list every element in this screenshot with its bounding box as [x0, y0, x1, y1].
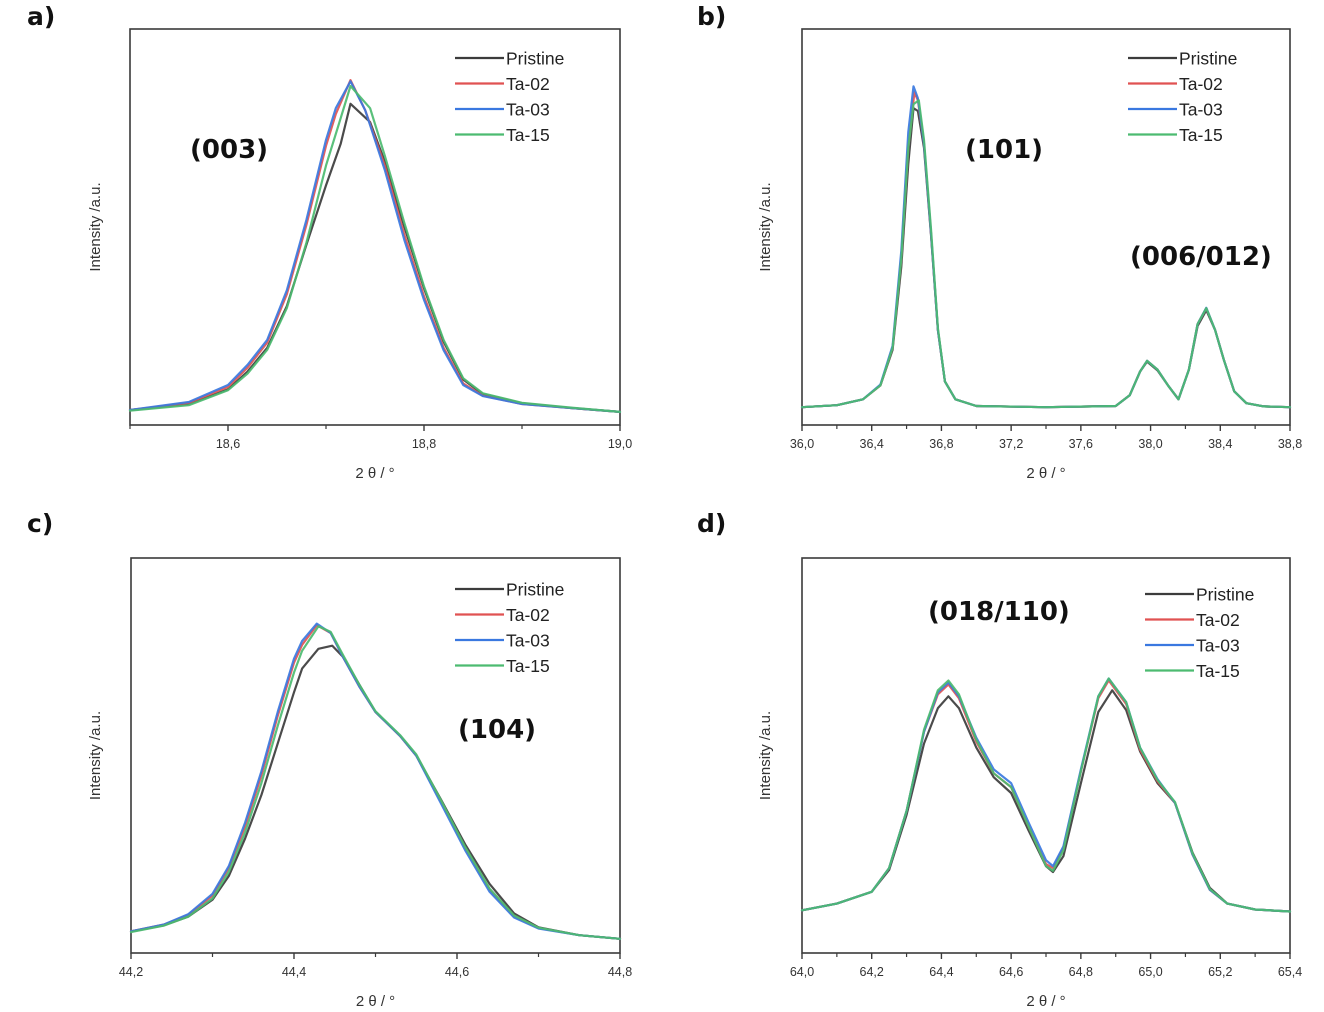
- x-tick-label: 64,8: [1069, 965, 1093, 979]
- legend-label: Ta-15: [506, 125, 550, 145]
- peak-annotation-003: (003): [190, 135, 268, 165]
- peak-annotation-018-110: (018/110): [928, 597, 1070, 627]
- series-line-ta-03: [800, 677, 1292, 913]
- chart-panel-d: 64,0 64,2 64,4 64,6 64,8 65,0 65,2 65,4 2 θ / °…: [757, 557, 1302, 1010]
- series-layer: [128, 78, 622, 413]
- legend: Pristine Ta-02 Ta-03 Ta-15: [455, 49, 564, 145]
- series-layer: [800, 85, 1292, 409]
- legend-label: Pristine: [1179, 49, 1237, 69]
- legend-label: Ta-03: [506, 631, 550, 651]
- legend-item-pristine: Pristine: [1128, 49, 1237, 69]
- legend-item-pristine: Pristine: [1145, 585, 1254, 605]
- legend-item-ta-03: Ta-03: [455, 100, 550, 120]
- x-tick-label: 37,2: [999, 437, 1023, 451]
- x-axis-title: 2 θ / °: [1026, 993, 1065, 1010]
- legend: Pristine Ta-02 Ta-03 Ta-15: [1145, 585, 1254, 681]
- series-line-ta-15: [129, 625, 622, 940]
- x-tick-label: 38,8: [1278, 437, 1302, 451]
- x-axis-ticks: 44,2 44,4 44,6 44,8: [119, 953, 632, 979]
- legend-item-ta-03: Ta-03: [455, 631, 550, 651]
- x-tick-label: 37,6: [1069, 437, 1093, 451]
- legend-label: Ta-15: [1196, 661, 1240, 681]
- series-line-pristine: [800, 689, 1292, 913]
- legend: Pristine Ta-02 Ta-03 Ta-15: [1128, 49, 1237, 145]
- legend-item-ta-02: Ta-02: [455, 74, 550, 94]
- legend-item-ta-02: Ta-02: [1145, 610, 1240, 630]
- peak-annotation-104: (104): [458, 715, 536, 745]
- y-axis-title: Intensity /a.u.: [757, 182, 774, 271]
- legend-label: Pristine: [506, 49, 564, 69]
- y-axis-title: Intensity /a.u.: [87, 182, 104, 271]
- x-axis-ticks: 36,0 36,4 36,8 37,2 37,6 38,0 38,4 38,8: [790, 425, 1302, 451]
- legend-item-ta-15: Ta-15: [1145, 661, 1240, 681]
- legend-label: Ta-15: [1179, 125, 1223, 145]
- panel-label-d: d): [697, 509, 727, 538]
- x-tick-label: 18,8: [412, 437, 436, 451]
- panel-label-b: b): [697, 2, 727, 31]
- x-tick-label: 65,0: [1138, 965, 1162, 979]
- x-axis-ticks: 64,0 64,2 64,4 64,6 64,8 65,0 65,2 65,4: [790, 953, 1302, 979]
- legend-label: Ta-03: [506, 100, 550, 120]
- x-tick-label: 64,6: [999, 965, 1023, 979]
- legend-item-ta-15: Ta-15: [455, 656, 550, 676]
- series-line-ta-02: [800, 679, 1292, 913]
- x-tick-label: 36,8: [929, 437, 953, 451]
- series-line-ta-15: [800, 99, 1292, 409]
- x-axis-title: 2 θ / °: [356, 993, 395, 1010]
- x-axis-title: 2 θ / °: [355, 465, 394, 482]
- x-tick-label: 64,4: [929, 965, 953, 979]
- x-tick-label: 65,4: [1278, 965, 1302, 979]
- panel-label-c: c): [27, 509, 54, 538]
- x-tick-label: 44,8: [608, 965, 632, 979]
- legend-label: Ta-03: [1179, 100, 1223, 120]
- x-tick-label: 44,6: [445, 965, 469, 979]
- legend-label: Ta-02: [506, 74, 550, 94]
- legend: Pristine Ta-02 Ta-03 Ta-15: [455, 580, 564, 676]
- legend-item-ta-02: Ta-02: [1128, 74, 1223, 94]
- x-tick-label: 64,2: [860, 965, 884, 979]
- chart-panel-c: 44,2 44,4 44,6 44,8 2 θ / ° Intensity /a.u.…: [87, 557, 632, 1010]
- peak-annotation-006-012: (006/012): [1130, 242, 1272, 272]
- series-line-ta-15: [128, 84, 622, 413]
- legend-item-ta-03: Ta-03: [1128, 100, 1223, 120]
- series-layer: [800, 677, 1292, 913]
- series-line-pristine: [129, 644, 622, 940]
- panel-label-a: a): [27, 2, 56, 31]
- x-axis-title: 2 θ / °: [1026, 465, 1065, 482]
- legend-item-pristine: Pristine: [455, 49, 564, 69]
- x-tick-label: 19,0: [608, 437, 632, 451]
- peak-annotation-101: (101): [965, 135, 1043, 165]
- legend-item-ta-15: Ta-15: [1128, 125, 1223, 145]
- x-tick-label: 38,4: [1208, 437, 1232, 451]
- x-tick-label: 65,2: [1208, 965, 1232, 979]
- x-tick-label: 44,2: [119, 965, 143, 979]
- legend-item-ta-15: Ta-15: [455, 125, 550, 145]
- chart-panel-a: 18,6 18,8 19,0 2 θ / ° Intensity /a.u. (00…: [87, 28, 632, 482]
- x-tick-label: 36,0: [790, 437, 814, 451]
- legend-label: Ta-15: [506, 656, 550, 676]
- legend-label: Pristine: [506, 580, 564, 600]
- x-tick-label: 64,0: [790, 965, 814, 979]
- x-tick-label: 18,6: [216, 437, 240, 451]
- x-tick-label: 44,4: [282, 965, 306, 979]
- legend-label: Ta-03: [1196, 636, 1240, 656]
- legend-item-ta-03: Ta-03: [1145, 636, 1240, 656]
- legend-label: Ta-02: [1179, 74, 1223, 94]
- legend-label: Ta-02: [506, 605, 550, 625]
- legend-item-pristine: Pristine: [455, 580, 564, 600]
- legend-label: Ta-02: [1196, 610, 1240, 630]
- y-axis-title: Intensity /a.u.: [757, 711, 774, 800]
- series-line-ta-15: [800, 677, 1292, 913]
- chart-panel-b: 36,0 36,4 36,8 37,2 37,6 38,0 38,4 38,8 2 θ / °…: [757, 28, 1302, 482]
- plot-frame: [129, 28, 621, 426]
- x-axis-ticks: 18,6 18,8 19,0: [129, 425, 632, 451]
- y-axis-title: Intensity /a.u.: [87, 711, 104, 800]
- x-tick-label: 38,0: [1138, 437, 1162, 451]
- legend-item-ta-02: Ta-02: [455, 605, 550, 625]
- x-tick-label: 36,4: [860, 437, 884, 451]
- series-layer: [129, 622, 622, 940]
- legend-label: Pristine: [1196, 585, 1254, 605]
